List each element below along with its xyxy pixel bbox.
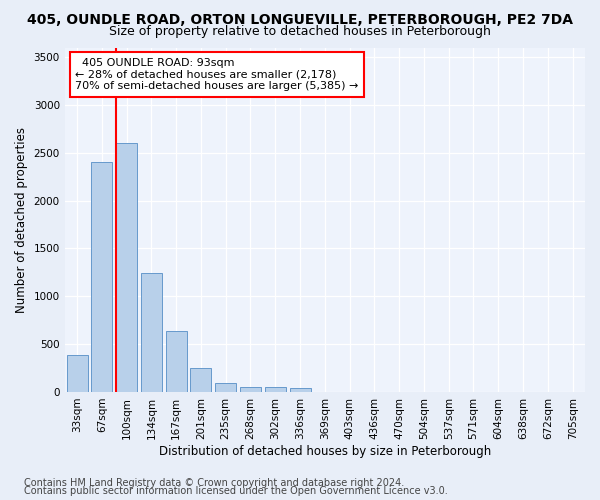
Bar [141, 274, 162, 392]
Bar [190, 368, 211, 392]
Text: Contains public sector information licensed under the Open Government Licence v3: Contains public sector information licen… [24, 486, 448, 496]
Bar [240, 386, 261, 392]
Text: 405, OUNDLE ROAD, ORTON LONGUEVILLE, PETERBOROUGH, PE2 7DA: 405, OUNDLE ROAD, ORTON LONGUEVILLE, PET… [27, 12, 573, 26]
Bar [166, 330, 187, 392]
Bar [215, 384, 236, 392]
Bar [265, 386, 286, 392]
Text: Size of property relative to detached houses in Peterborough: Size of property relative to detached ho… [109, 25, 491, 38]
Bar [91, 162, 112, 392]
Text: Contains HM Land Registry data © Crown copyright and database right 2024.: Contains HM Land Registry data © Crown c… [24, 478, 404, 488]
Bar [116, 143, 137, 392]
Bar [67, 354, 88, 392]
Y-axis label: Number of detached properties: Number of detached properties [15, 126, 28, 312]
X-axis label: Distribution of detached houses by size in Peterborough: Distribution of detached houses by size … [159, 444, 491, 458]
Bar [290, 388, 311, 392]
Text: 405 OUNDLE ROAD: 93sqm
← 28% of detached houses are smaller (2,178)
70% of semi-: 405 OUNDLE ROAD: 93sqm ← 28% of detached… [75, 58, 358, 91]
